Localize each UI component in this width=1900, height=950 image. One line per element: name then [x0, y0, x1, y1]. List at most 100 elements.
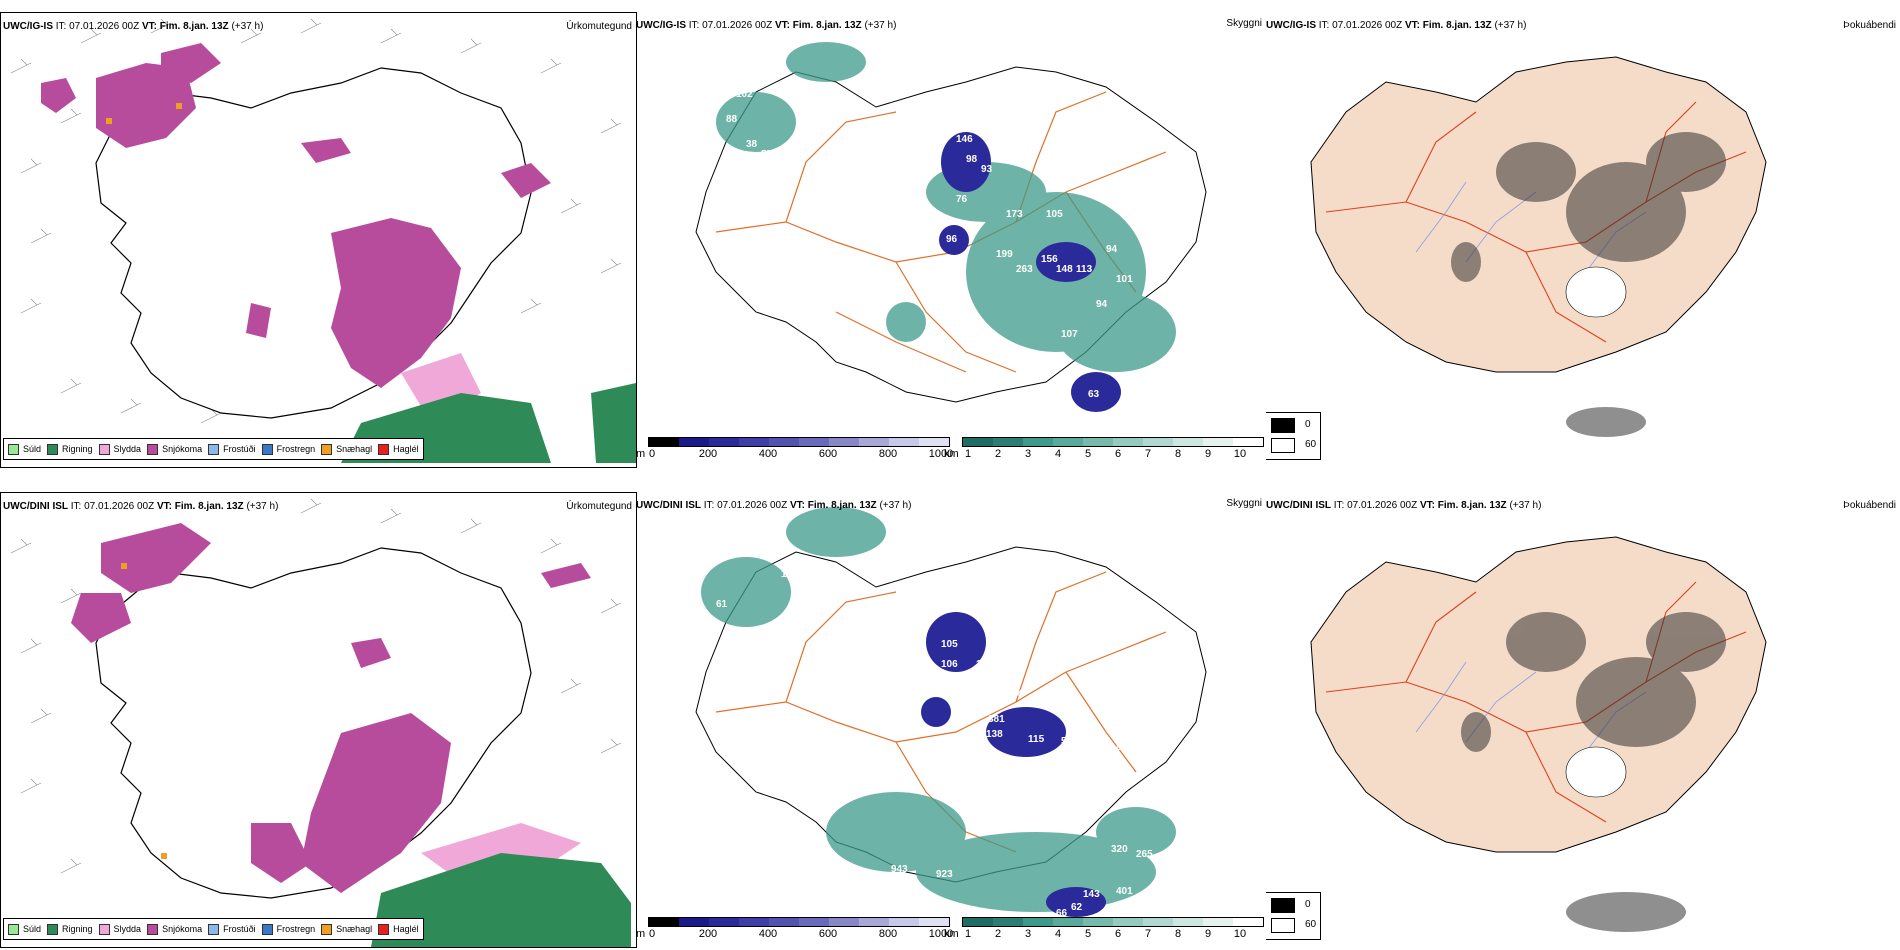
panel-title: Úrkomutegund [566, 21, 632, 32]
legend-label: Slydda [113, 924, 142, 934]
vis-label: 105 [781, 569, 798, 580]
model-name: UWC/IG-IS [636, 20, 686, 31]
legend-label: Haglél [393, 444, 419, 454]
swatch [147, 443, 159, 455]
vt-label: VT: [156, 501, 172, 512]
vis-tick: 2 [994, 928, 1002, 940]
vis-unit: km [944, 448, 959, 460]
model-name: UWC/DINI ISL [3, 501, 68, 512]
legend-item: Snjókoma [147, 443, 202, 455]
vis-labels: 981 105 61 105 106 141 82 98 294 96 40 8… [716, 544, 1153, 919]
height-tick: 400 [758, 928, 778, 940]
legend-label: Snjókoma [162, 924, 203, 934]
height-bar [648, 917, 950, 927]
vis-label: 38 [746, 139, 758, 150]
vis-tick: 1 [964, 448, 972, 460]
panel-header: UWC/IG-IS IT: 07.01.2026 00Z VT: Fim. 8.… [1266, 20, 1526, 32]
vis-tick: 6 [1114, 448, 1122, 460]
vis-tick: 4 [1054, 448, 1062, 460]
vt-value: Fim. 8.jan. 13Z [1422, 20, 1492, 31]
legend-label: Rigning [62, 444, 93, 454]
vis-label: 88 [726, 114, 738, 125]
snow-areas [71, 523, 591, 893]
precip-type-map-top [10, 18, 636, 463]
vis-label: 943 [891, 864, 908, 875]
height-tick: 1000 [928, 928, 954, 940]
init-time: IT: 07.01.2026 00Z [703, 500, 788, 511]
vt-label: VT: [789, 500, 805, 511]
model-name: UWC/DINI ISL [636, 500, 701, 511]
fog-legend: 0 60 [1266, 892, 1321, 940]
precip-type-map-bottom [10, 498, 631, 947]
legend-item: Súld [8, 923, 41, 935]
vis-label: 83 [954, 709, 966, 720]
vis-label: 263 [1016, 264, 1033, 275]
ptype-legend: Súld Rigning Slydda Snjókoma Frostúði Fr… [3, 438, 424, 460]
vis-tick: 8 [1174, 448, 1182, 460]
vis-label: 44 [718, 84, 730, 95]
panel-header: UWC/IG-IS IT: 07.01.2026 00Z VT: Fim. 8.… [636, 20, 896, 32]
vis-colorbar: km 1 2 3 4 5 6 7 8 9 10 [944, 437, 1264, 466]
vis-label: 986 [896, 29, 913, 40]
swatch [261, 923, 273, 935]
legend-label: Slydda [113, 444, 142, 454]
lead-time: (+37 h) [1509, 500, 1542, 511]
vis-label: 265 [1136, 849, 1153, 860]
vis-label: 107 [1061, 329, 1078, 340]
wind-barbs [10, 498, 622, 874]
lead-time: (+37 h) [1494, 20, 1527, 31]
legend-item: Frostúði [208, 923, 256, 935]
legend-item: Slydda [98, 923, 142, 935]
height-tick: 0 [648, 928, 656, 940]
legend-label: Rigning [62, 924, 93, 934]
height-unit: m [636, 928, 646, 940]
legend-item: Haglél [378, 923, 419, 935]
fog-legend-high: 60 [1305, 439, 1317, 450]
vt-value: Fim. 8.jan. 13Z [807, 500, 877, 511]
vis-tick: 6 [1114, 928, 1122, 940]
fog-map-bottom [1310, 536, 1767, 932]
snow-areas [41, 43, 551, 388]
model-name: UWC/DINI ISL [1266, 500, 1331, 511]
legend-label: Snæhagl [336, 444, 373, 454]
vis-tick: 4 [1054, 928, 1062, 940]
legend-item: Snæhagl [321, 923, 372, 935]
height-tick: 600 [818, 448, 838, 460]
vis-label: 146 [956, 134, 973, 145]
vis-label: 320 [1111, 844, 1128, 855]
fog-areas [1461, 612, 1726, 932]
vis-label: 143 [1083, 889, 1100, 900]
vis-label: 89 [1106, 724, 1118, 735]
wind-barbs [10, 18, 622, 424]
vis-label: 76 [956, 194, 968, 205]
model-name: UWC/IG-IS [1266, 20, 1316, 31]
vis-tick: 5 [1084, 448, 1092, 460]
legend-item: Súld [8, 443, 41, 455]
vis-labels: 986 44 102 88 38 555 100 146 98 93 76 17… [718, 29, 1133, 400]
vis-tick: 8 [1174, 928, 1182, 940]
vis-label: 90 [1066, 816, 1078, 827]
iceland-outline [695, 546, 1207, 883]
vis-blue-areas [939, 132, 1121, 412]
swatch [147, 923, 159, 935]
panel-header: UWC/IG-IS IT: 07.01.2026 00Z VT: Fim. 8.… [3, 21, 263, 33]
swatch [208, 443, 220, 455]
vis-label: 98 [966, 154, 978, 165]
legend-item: Snæhagl [321, 443, 373, 455]
vis-tick: 1 [964, 928, 972, 940]
panel-header: UWC/DINI ISL IT: 07.01.2026 00Z VT: Fim.… [3, 501, 278, 513]
vis-tick: 3 [1024, 928, 1032, 940]
vis-tick: 5 [1084, 928, 1092, 940]
fog-legend-low: 0 [1305, 419, 1311, 430]
legend-item: Rigning [47, 443, 93, 455]
vt-label: VT: [1419, 500, 1435, 511]
legend-label: Frostúði [223, 444, 256, 454]
legend-item: Haglél [378, 443, 419, 455]
vis-label: 141 [976, 659, 993, 670]
ptype-legend: Súld Rigning Slydda Snjókoma Frostúði Fr… [3, 918, 424, 940]
visibility-map-top: 986 44 102 88 38 555 100 146 98 93 76 17… [695, 29, 1207, 412]
vis-tick: 10 [1233, 928, 1247, 940]
height-tick: 800 [878, 928, 898, 940]
vt-label: VT: [1404, 20, 1420, 31]
glacier [1565, 746, 1627, 798]
